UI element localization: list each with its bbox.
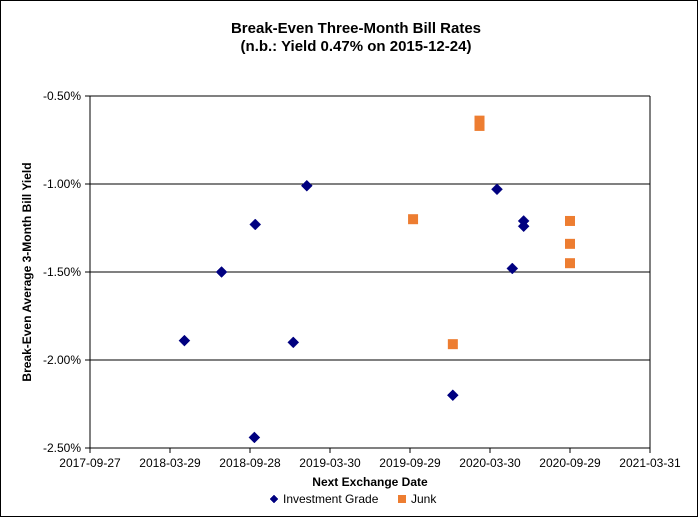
junk-point — [565, 238, 575, 249]
x-tick-label: 2018-09-28 — [219, 456, 281, 470]
y-tick-label: -2.50% — [43, 441, 81, 455]
x-tick-label: 2019-03-30 — [299, 456, 361, 470]
data-points — [178, 115, 575, 444]
legend-investment-grade-marker — [269, 494, 279, 504]
junk-point — [565, 215, 575, 226]
y-tick-label: -1.00% — [43, 177, 81, 191]
x-tick-label: 2020-03-30 — [459, 456, 521, 470]
chart-subtitle: (n.b.: Yield 0.47% on 2015-12-24) — [241, 38, 472, 55]
junk-point — [408, 214, 419, 225]
investment-grade-point — [300, 179, 313, 192]
y-axis-title: Break-Even Average 3-Month Bill Yield — [20, 162, 34, 381]
x-axis-title: Next Exchange Date — [312, 475, 428, 489]
junk-point — [447, 339, 458, 350]
gridlines — [90, 95, 650, 449]
junk-point — [474, 120, 485, 131]
investment-grade-point — [178, 334, 191, 347]
investment-grade-point — [491, 183, 503, 196]
investment-grade-point — [215, 266, 228, 278]
investment-grade-point — [249, 218, 262, 231]
y-tick-label: -1.50% — [43, 265, 81, 279]
investment-grade-point — [287, 336, 300, 349]
x-tick-label: 2018-03-29 — [139, 456, 201, 470]
legend-investment-grade-label: Investment Grade — [283, 492, 379, 506]
junk-point — [565, 258, 575, 269]
x-tick-label: 2017-09-27 — [59, 456, 121, 470]
axes: -2.50% -2.00% -1.50% -1.00% -0.50% 2017-09-27… — [43, 89, 681, 470]
x-tick-label: 2021-03-31 — [619, 456, 681, 470]
x-tick-label: 2019-09-29 — [379, 456, 441, 470]
chart-title: Break-Even Three-Month Bill Rates — [231, 20, 481, 37]
legend-junk-marker — [398, 495, 406, 503]
junk-point — [474, 115, 485, 126]
investment-grade-point — [506, 262, 519, 275]
y-tick-label: -0.50% — [43, 89, 81, 103]
investment-grade-point — [517, 220, 530, 233]
legend-junk-label: Junk — [411, 492, 437, 506]
x-tick-label: 2020-09-29 — [539, 456, 601, 470]
legend: Investment Grade Junk — [269, 492, 437, 506]
y-tick-label: -2.00% — [43, 353, 81, 367]
investment-grade-point — [248, 431, 261, 444]
investment-grade-point — [446, 389, 459, 402]
